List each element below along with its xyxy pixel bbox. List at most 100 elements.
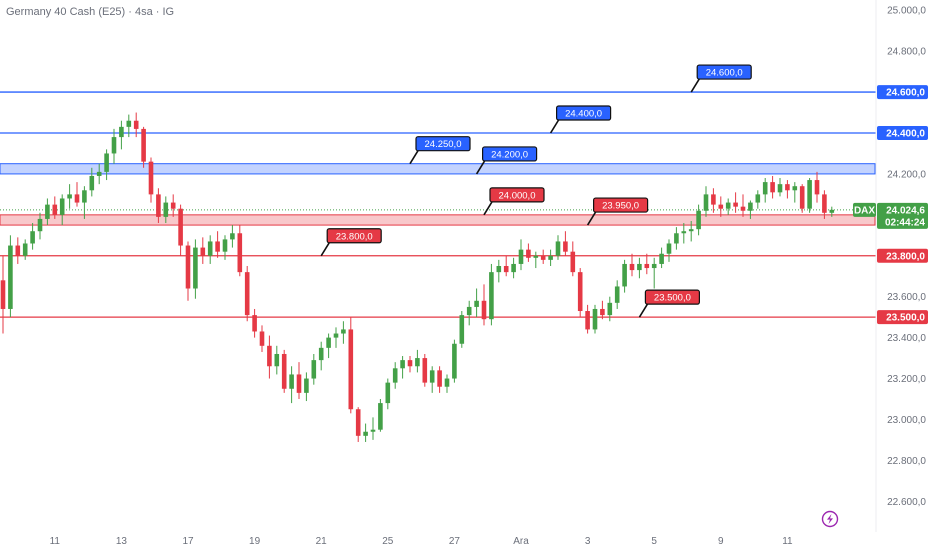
candle xyxy=(333,327,339,348)
candle xyxy=(540,249,546,264)
candle-body xyxy=(474,300,479,307)
candle xyxy=(200,237,206,264)
candle xyxy=(289,366,294,404)
candle xyxy=(651,257,657,289)
candle-body xyxy=(178,208,183,246)
candle xyxy=(474,288,479,318)
callout-blue[interactable]: 24.400,0 xyxy=(549,105,612,134)
candle xyxy=(126,114,132,138)
candle-body xyxy=(222,239,228,252)
candle-body xyxy=(8,245,13,309)
callout-red[interactable]: 24.000,0 xyxy=(483,187,545,216)
candle xyxy=(400,356,405,379)
callout-text: 24.000,0 xyxy=(499,190,536,201)
candle-body xyxy=(104,153,109,172)
candle xyxy=(178,204,183,256)
candle xyxy=(563,231,568,256)
callout-red[interactable]: 23.950,0 xyxy=(586,197,649,226)
candle-body xyxy=(304,378,309,393)
candle xyxy=(703,186,709,217)
candle-body xyxy=(814,180,820,195)
candle xyxy=(526,243,531,262)
candle xyxy=(792,182,798,203)
candle-body xyxy=(540,255,546,260)
candle-body xyxy=(156,194,161,217)
candle xyxy=(252,308,257,338)
candle xyxy=(15,237,21,264)
time-axis[interactable]: 11 13 17 19 21 25 27 Ara 3 5 9 11 xyxy=(50,536,793,547)
candle xyxy=(407,356,413,373)
candle-body xyxy=(762,182,768,195)
level-price-label: 24.400,0 xyxy=(877,126,928,140)
callout-blue[interactable]: 24.200,0 xyxy=(475,146,538,175)
candle-body xyxy=(644,263,650,269)
candle xyxy=(8,235,13,318)
candle xyxy=(133,112,139,138)
candle-body xyxy=(696,210,701,230)
candle-body xyxy=(267,345,272,367)
price-axis[interactable]: 25.000,0 24.800,0 24.200,0 23.600,0 23.400,0… xyxy=(877,6,928,508)
candle-body xyxy=(651,263,657,269)
candle-body xyxy=(185,245,191,289)
candle xyxy=(207,235,213,264)
candle xyxy=(378,399,383,432)
candle xyxy=(666,239,672,262)
candle xyxy=(170,194,176,217)
level-price-label: 23.800,0 xyxy=(877,248,928,263)
y-tick-label: 23.200,0 xyxy=(887,374,926,385)
candle-body xyxy=(215,241,220,252)
candle-body xyxy=(400,360,405,369)
candle-body xyxy=(822,194,827,213)
candle-body xyxy=(614,286,620,303)
x-tick-label: 11 xyxy=(50,536,61,547)
candle xyxy=(281,349,287,393)
candle xyxy=(822,190,827,219)
callout-text: 24.600,0 xyxy=(706,68,743,79)
candle xyxy=(318,341,324,371)
candle-body xyxy=(807,180,812,209)
candle xyxy=(748,200,753,219)
candle-body xyxy=(30,231,35,244)
candle xyxy=(415,349,420,373)
candle-body xyxy=(296,374,302,393)
candle-body xyxy=(607,302,613,316)
candle xyxy=(644,253,650,275)
y-tick-label: 22.800,0 xyxy=(887,456,926,467)
candle xyxy=(585,304,590,334)
candle-body xyxy=(511,263,516,273)
candle xyxy=(607,296,613,322)
candle xyxy=(466,300,472,326)
candle xyxy=(104,149,109,181)
callout-red[interactable]: 23.800,0 xyxy=(320,228,382,257)
candle-body xyxy=(170,202,176,209)
callout-red[interactable]: 23.500,0 xyxy=(638,289,701,318)
candle xyxy=(267,335,272,379)
candle xyxy=(355,407,361,442)
callout-blue[interactable]: 24.250,0 xyxy=(409,136,471,165)
x-tick-label: 9 xyxy=(718,536,724,547)
callout-text: 23.950,0 xyxy=(602,201,639,212)
candle xyxy=(814,171,820,203)
candle xyxy=(577,268,583,318)
candle-body xyxy=(252,315,257,332)
candle-body xyxy=(459,315,465,344)
candle xyxy=(777,178,783,197)
candle xyxy=(193,239,198,299)
candle-body xyxy=(15,245,21,256)
candle xyxy=(548,249,553,266)
lightning-bolt-icon[interactable] xyxy=(821,510,839,528)
candle xyxy=(82,186,87,219)
candle xyxy=(385,378,391,410)
candle xyxy=(807,178,812,213)
candle xyxy=(452,339,457,383)
candle-body xyxy=(592,308,598,330)
callout-blue[interactable]: 24.600,0 xyxy=(690,64,752,93)
y-tick-label: 24.200,0 xyxy=(887,169,926,180)
svg-text:24.024,6: 24.024,6 xyxy=(886,205,925,216)
candle-body xyxy=(415,358,420,367)
x-tick-label: 17 xyxy=(182,536,194,547)
callout-text: 24.400,0 xyxy=(565,109,602,120)
candle xyxy=(696,204,701,236)
candle xyxy=(718,196,724,217)
